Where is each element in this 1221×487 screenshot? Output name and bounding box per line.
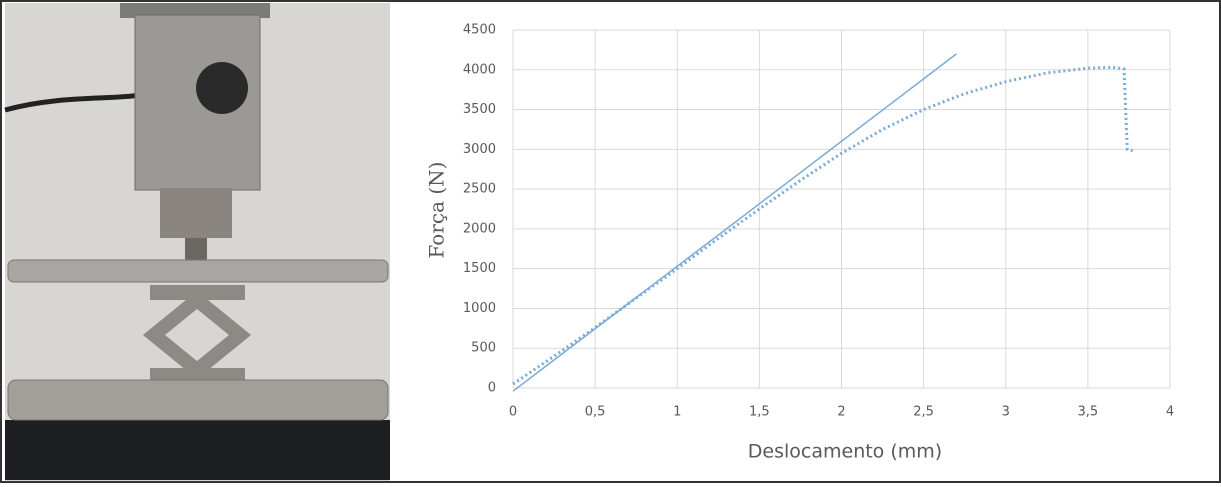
x-tick-label: 4 — [1166, 405, 1174, 420]
series-line — [512, 53, 957, 392]
cell-dial — [196, 62, 248, 114]
y-axis-label: Força (N) — [425, 162, 449, 259]
x-tick-label: 1 — [673, 405, 681, 420]
top-plate — [120, 3, 270, 18]
y-tick-label: 0 — [488, 381, 496, 396]
cable — [4, 92, 141, 113]
x-tick-label: 0,5 — [585, 405, 606, 420]
y-tick-label: 1500 — [463, 261, 496, 276]
pin — [185, 238, 207, 260]
upper-platen — [7, 259, 389, 283]
y-tick-label: 2000 — [463, 221, 496, 236]
y-tick-label: 2500 — [463, 182, 496, 197]
y-tick-label: 4000 — [463, 62, 496, 77]
series-line — [512, 65, 1135, 386]
y-tick-label: 4500 — [463, 23, 496, 38]
x-tick-label: 1,5 — [749, 405, 770, 420]
y-tick-label: 3000 — [463, 142, 496, 157]
x-tick-label: 3,5 — [1078, 405, 1099, 420]
y-tick-label: 1000 — [463, 301, 496, 316]
y-tick-label: 500 — [471, 341, 496, 356]
x-axis-label: Deslocamento (mm) — [748, 441, 942, 463]
x-tick-label: 2 — [837, 405, 845, 420]
photo — [4, 3, 390, 481]
knurled-nut — [160, 188, 232, 238]
x-tick-label: 3 — [1002, 405, 1010, 420]
y-tick-label: 3500 — [463, 102, 496, 117]
x-tick-label: 2,5 — [913, 405, 934, 420]
lower-platen — [7, 379, 389, 421]
base — [5, 420, 390, 480]
x-tick-label: 0 — [509, 405, 517, 420]
